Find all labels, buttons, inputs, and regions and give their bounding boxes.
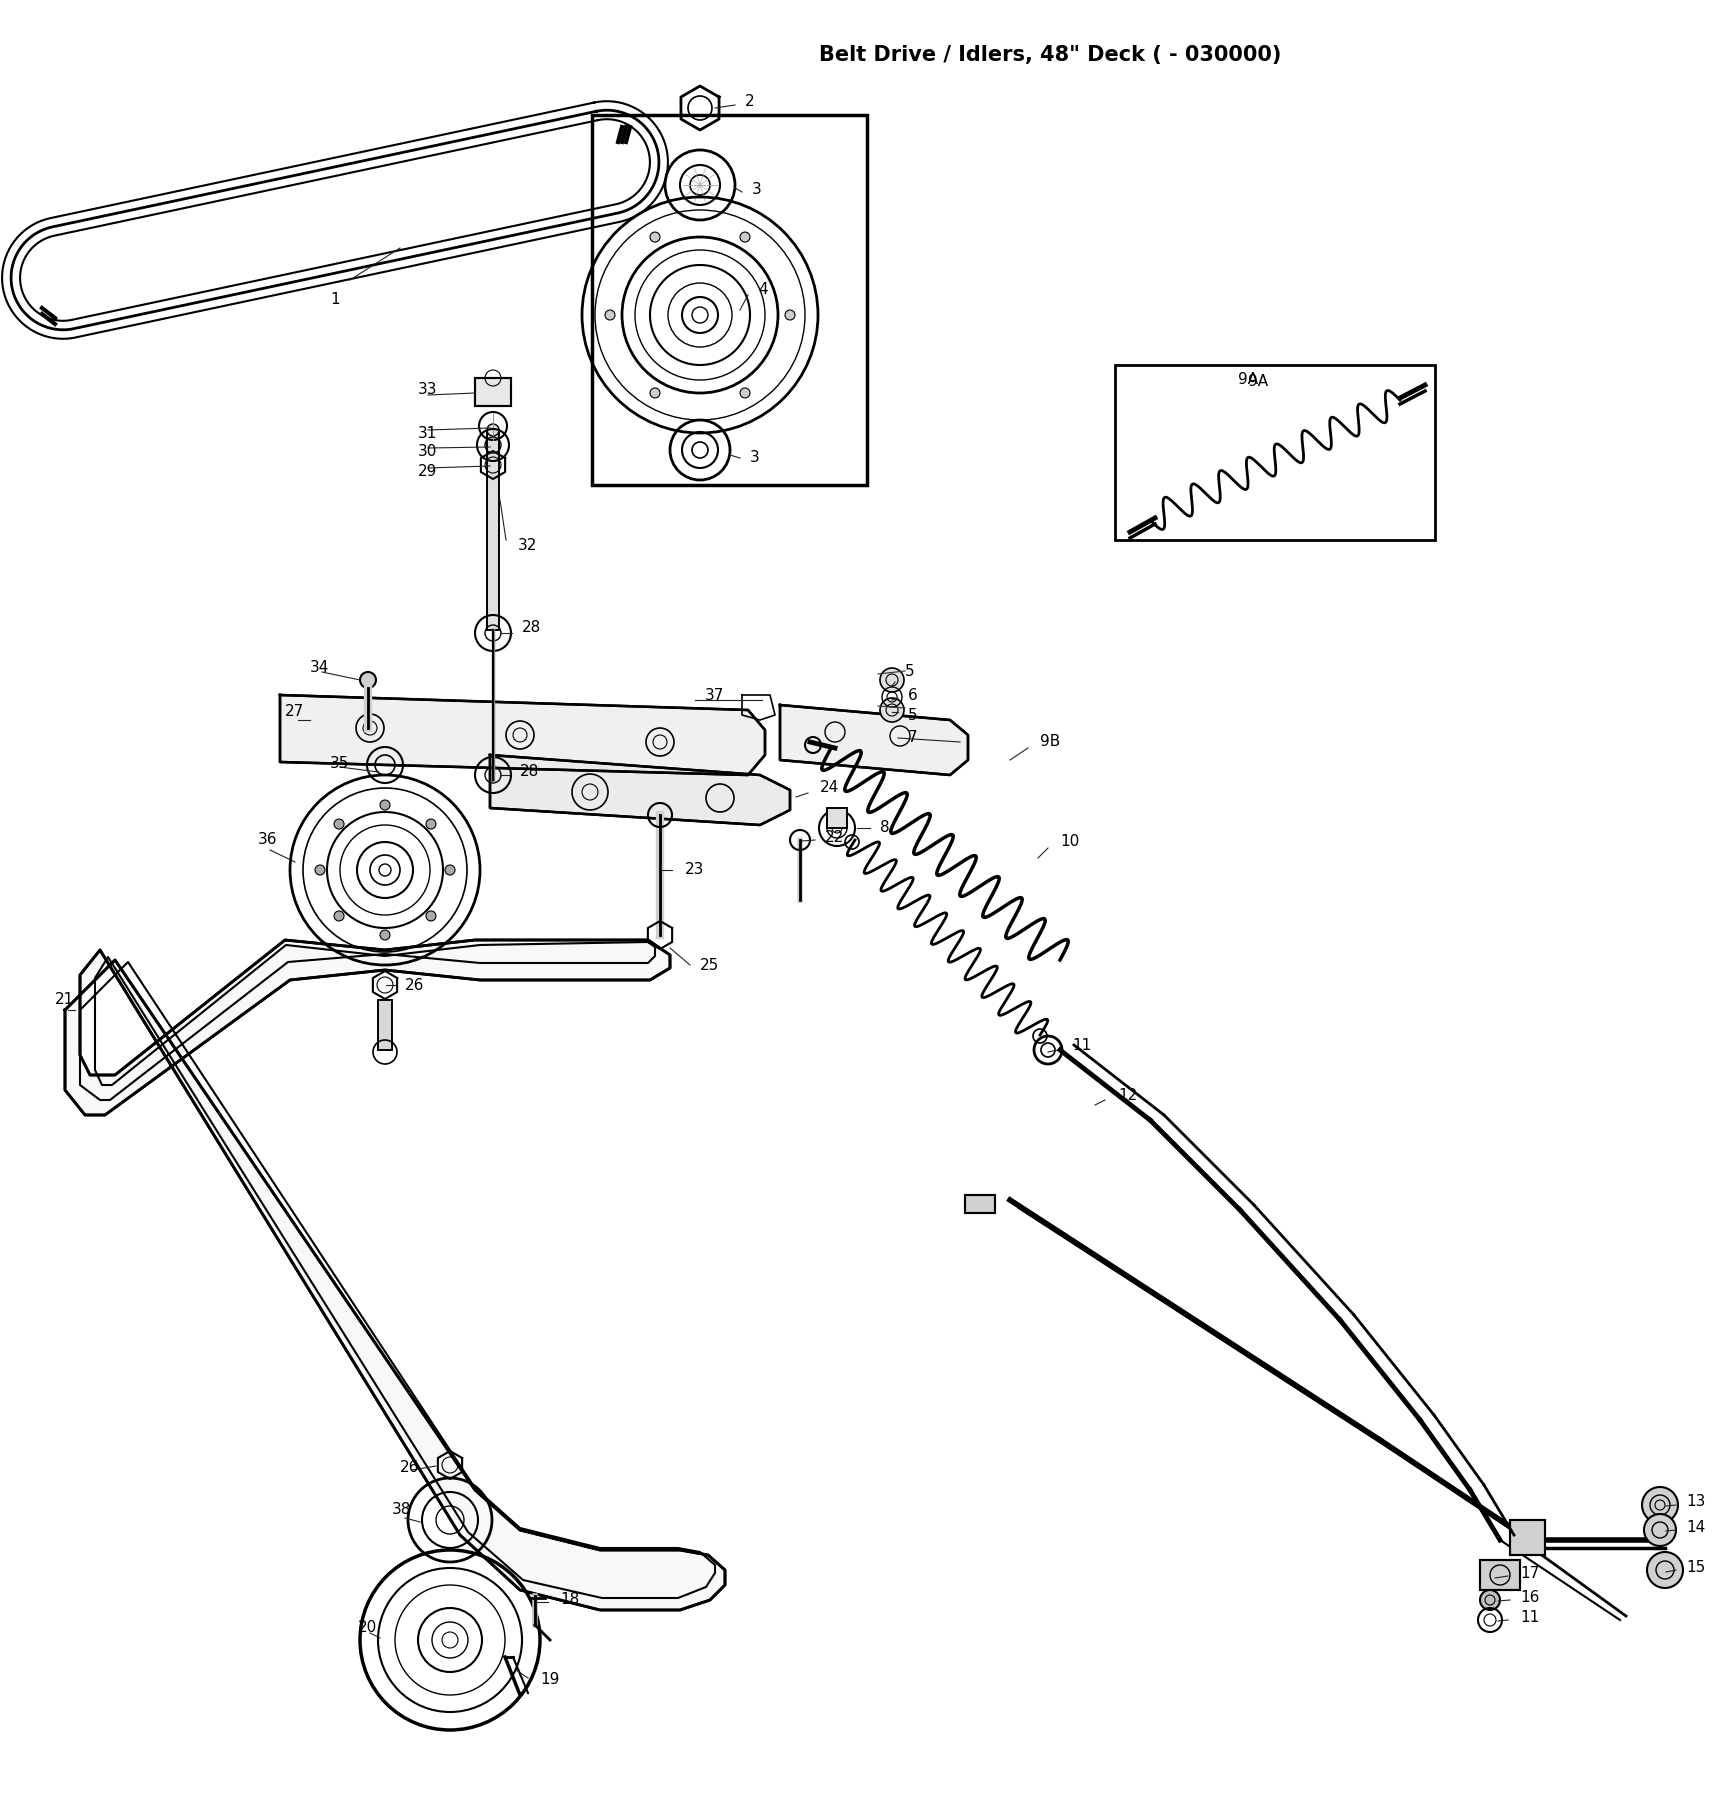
Text: 19: 19 — [540, 1672, 559, 1688]
Polygon shape — [280, 695, 765, 776]
Text: 11: 11 — [1521, 1611, 1540, 1625]
Text: 9B: 9B — [1041, 734, 1060, 749]
Text: 6: 6 — [908, 688, 918, 702]
Circle shape — [380, 931, 390, 940]
Text: 16: 16 — [1521, 1591, 1540, 1606]
Bar — [827, 808, 847, 828]
Bar — [827, 808, 847, 828]
Circle shape — [426, 819, 437, 830]
Circle shape — [1647, 1552, 1683, 1588]
Text: 12: 12 — [1118, 1087, 1137, 1102]
Bar — [592, 115, 866, 484]
Circle shape — [361, 671, 376, 688]
Text: 10: 10 — [1060, 835, 1079, 850]
Text: 26: 26 — [406, 977, 425, 992]
Text: 9A: 9A — [1238, 373, 1258, 387]
Polygon shape — [780, 706, 968, 776]
Text: 24: 24 — [820, 781, 839, 796]
Text: 28: 28 — [521, 621, 542, 635]
Text: 33: 33 — [418, 383, 437, 398]
Bar — [965, 1195, 994, 1213]
Circle shape — [380, 799, 390, 810]
Bar — [487, 430, 499, 630]
Circle shape — [1643, 1514, 1676, 1546]
Circle shape — [316, 866, 324, 875]
Text: 5: 5 — [908, 707, 918, 722]
Text: 4: 4 — [758, 283, 768, 297]
Text: 3: 3 — [751, 450, 759, 466]
Text: 28: 28 — [520, 765, 539, 779]
Text: 14: 14 — [1686, 1521, 1705, 1535]
Text: 32: 32 — [518, 538, 537, 553]
Bar — [378, 1001, 392, 1049]
Text: 35: 35 — [330, 756, 349, 770]
Text: 8: 8 — [880, 819, 889, 835]
Circle shape — [1641, 1487, 1678, 1523]
Text: 36: 36 — [257, 832, 278, 848]
Text: 22: 22 — [825, 830, 844, 846]
Text: 34: 34 — [311, 661, 330, 675]
Text: 11: 11 — [1072, 1037, 1091, 1053]
Circle shape — [335, 819, 343, 830]
Text: 26: 26 — [400, 1460, 419, 1476]
Bar — [1510, 1519, 1545, 1555]
Polygon shape — [66, 940, 725, 1609]
Text: 3: 3 — [753, 182, 761, 198]
Bar — [487, 430, 499, 630]
Bar — [1479, 1561, 1521, 1589]
Circle shape — [445, 866, 456, 875]
Circle shape — [1479, 1589, 1500, 1609]
Text: 7: 7 — [908, 731, 918, 745]
Bar — [475, 378, 511, 407]
Circle shape — [606, 310, 614, 320]
Text: 15: 15 — [1686, 1561, 1705, 1575]
Text: 18: 18 — [559, 1593, 580, 1607]
Circle shape — [740, 232, 751, 241]
Text: 9A: 9A — [1248, 374, 1269, 389]
Text: 27: 27 — [285, 704, 304, 720]
Bar — [475, 378, 511, 407]
Text: 20: 20 — [357, 1620, 378, 1636]
Circle shape — [335, 911, 343, 922]
Text: 30: 30 — [418, 445, 437, 459]
Text: Belt Drive / Idlers, 48" Deck ( - 030000): Belt Drive / Idlers, 48" Deck ( - 030000… — [818, 45, 1281, 65]
Circle shape — [740, 389, 751, 398]
Text: 2: 2 — [746, 94, 754, 110]
Text: 38: 38 — [392, 1503, 411, 1517]
Text: 29: 29 — [418, 464, 437, 479]
Circle shape — [880, 668, 904, 691]
Circle shape — [651, 389, 659, 398]
Text: 13: 13 — [1686, 1494, 1705, 1510]
Bar — [378, 1001, 392, 1049]
Polygon shape — [490, 754, 791, 824]
Text: 1: 1 — [330, 292, 340, 308]
Circle shape — [785, 310, 796, 320]
Bar — [1479, 1561, 1521, 1589]
Text: 25: 25 — [701, 958, 720, 972]
Bar — [965, 1195, 994, 1213]
Circle shape — [880, 698, 904, 722]
Circle shape — [487, 425, 499, 436]
Text: 37: 37 — [704, 688, 725, 702]
Text: 17: 17 — [1521, 1566, 1540, 1582]
Text: 21: 21 — [55, 992, 74, 1008]
Bar — [1115, 365, 1434, 540]
Text: 31: 31 — [418, 425, 437, 441]
Circle shape — [651, 232, 659, 241]
Text: 23: 23 — [685, 862, 704, 878]
Text: 5: 5 — [904, 664, 915, 679]
Circle shape — [426, 911, 437, 922]
Bar — [1510, 1519, 1545, 1555]
